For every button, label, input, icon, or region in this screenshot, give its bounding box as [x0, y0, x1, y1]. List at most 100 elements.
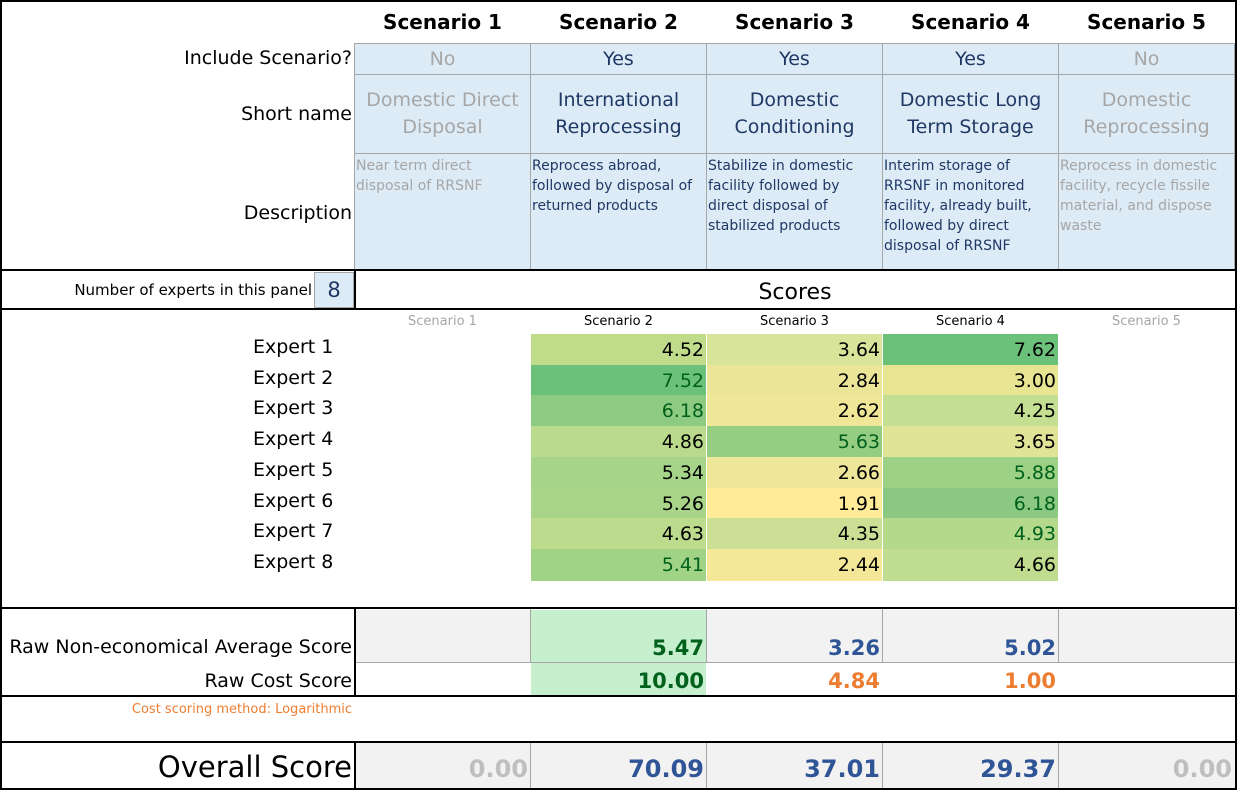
- border: [354, 607, 356, 697]
- border: [0, 269, 1237, 271]
- scores-header-scenario-4: Scenario 4: [936, 314, 1005, 329]
- header-scenario-4: Scenario 4: [911, 10, 1030, 34]
- include-label: Include Scenario?: [184, 47, 352, 69]
- header-scenario-3: Scenario 3: [735, 10, 854, 34]
- description-scenario-4[interactable]: Interim storage of RRSNF in monitored fa…: [882, 153, 1059, 270]
- header-scenario-2: Scenario 2: [559, 10, 678, 34]
- overall-scenario-3: 37.01: [804, 755, 880, 783]
- border: [0, 0, 2, 790]
- expert-label: Expert 5: [253, 459, 334, 481]
- expert-score-cell: 2.44: [707, 549, 882, 581]
- border: [0, 695, 1237, 697]
- short-name-scenario-4[interactable]: Domestic Long Term Storage: [882, 74, 1059, 154]
- expert-score-cell: 5.88: [883, 457, 1058, 489]
- overall-scenario-1: 0.00: [468, 755, 528, 783]
- expert-label: Expert 6: [253, 490, 334, 512]
- scores-title: Scores: [758, 280, 832, 305]
- expert-score-cell: 4.63: [531, 518, 706, 550]
- expert-score-cell: 7.62: [883, 334, 1058, 366]
- expert-score-cell: 4.66: [883, 549, 1058, 581]
- short-name-scenario-1[interactable]: Domestic Direct Disposal: [354, 74, 531, 154]
- raw-cost-scenario-2: 10.00: [637, 669, 704, 693]
- num-experts-label: Number of experts in this panel: [74, 281, 312, 299]
- border: [0, 308, 1237, 310]
- include-scenario-4[interactable]: Yes: [882, 43, 1059, 75]
- cost-method-note: Cost scoring method: Logarithmic: [131, 702, 352, 717]
- divider: [1058, 742, 1059, 790]
- expert-score-cell: 4.86: [531, 426, 706, 458]
- divider: [706, 742, 707, 790]
- short-name-scenario-3[interactable]: Domestic Conditioning: [706, 74, 883, 154]
- num-experts-input[interactable]: 8: [314, 272, 354, 308]
- border: [1235, 0, 1237, 790]
- description-scenario-3[interactable]: Stabilize in domestic facility followed …: [706, 153, 883, 270]
- description-scenario-5[interactable]: Reprocess in domestic facility, recycle …: [1058, 153, 1235, 270]
- expert-score-cell: 2.62: [707, 395, 882, 427]
- raw-cost-highlight: [531, 663, 706, 695]
- divider: [1058, 609, 1059, 663]
- description-scenario-2[interactable]: Reprocess abroad, followed by disposal o…: [530, 153, 707, 270]
- border: [354, 741, 356, 790]
- expert-score-cell: 2.66: [707, 457, 882, 489]
- description-label: Description: [243, 202, 352, 224]
- overall-scenario-5: 0.00: [1172, 755, 1232, 783]
- include-scenario-3[interactable]: Yes: [706, 43, 883, 75]
- raw-cost-label: Raw Cost Score: [204, 670, 352, 692]
- raw-non-econ-label: Raw Non-economical Average Score: [9, 636, 352, 658]
- border: [0, 741, 1237, 743]
- divider: [882, 742, 883, 790]
- short-name-scenario-2[interactable]: International Reprocessing: [530, 74, 707, 154]
- expert-label: Expert 1: [253, 336, 334, 358]
- overall-scenario-2: 70.09: [628, 755, 704, 783]
- overall-row-fill: [355, 743, 1235, 789]
- raw-cost-scenario-3: 4.84: [828, 669, 880, 693]
- raw-non-econ-highlight: [531, 610, 706, 662]
- divider: [530, 609, 531, 663]
- scores-header-scenario-3: Scenario 3: [760, 314, 829, 329]
- short-name-scenario-5[interactable]: Domestic Reprocessing: [1058, 74, 1235, 154]
- header-scenario-1: Scenario 1: [383, 10, 502, 34]
- raw-non-econ-row-fill: [355, 610, 1235, 662]
- expert-label: Expert 8: [253, 551, 334, 573]
- overall-scenario-4: 29.37: [980, 755, 1056, 783]
- expert-score-cell: 3.64: [707, 334, 882, 366]
- expert-score-cell: 5.26: [531, 488, 706, 520]
- expert-score-cell: 3.00: [883, 365, 1058, 397]
- scores-header-scenario-5: Scenario 5: [1112, 314, 1181, 329]
- expert-score-cell: 7.52: [531, 365, 706, 397]
- expert-label: Expert 4: [253, 428, 334, 450]
- expert-score-cell: 2.84: [707, 365, 882, 397]
- scores-header-scenario-2: Scenario 2: [584, 314, 653, 329]
- expert-score-cell: 4.52: [531, 334, 706, 366]
- expert-label: Expert 3: [253, 397, 334, 419]
- expert-score-cell: 4.93: [883, 518, 1058, 550]
- raw-cost-scenario-4: 1.00: [1004, 669, 1056, 693]
- expert-score-cell: 3.65: [883, 426, 1058, 458]
- expert-score-cell: 5.41: [531, 549, 706, 581]
- scores-header-scenario-1: Scenario 1: [408, 314, 477, 329]
- include-scenario-2[interactable]: Yes: [530, 43, 707, 75]
- expert-score-cell: 4.35: [707, 518, 882, 550]
- raw-non-econ-scenario-3: 3.26: [828, 636, 880, 660]
- expert-label: Expert 2: [253, 367, 334, 389]
- raw-non-econ-scenario-4: 5.02: [1004, 636, 1056, 660]
- expert-score-cell: 6.18: [531, 395, 706, 427]
- expert-score-cell: 5.63: [707, 426, 882, 458]
- header-scenario-5: Scenario 5: [1087, 10, 1206, 34]
- expert-score-cell: 4.25: [883, 395, 1058, 427]
- divider: [530, 742, 531, 790]
- divider: [706, 609, 707, 663]
- border: [0, 0, 1237, 2]
- short-name-label: Short name: [241, 103, 352, 125]
- include-scenario-5[interactable]: No: [1058, 43, 1235, 75]
- border: [354, 269, 356, 309]
- expert-label: Expert 7: [253, 520, 334, 542]
- include-scenario-1[interactable]: No: [354, 43, 531, 75]
- expert-score-cell: 6.18: [883, 488, 1058, 520]
- raw-non-econ-scenario-2: 5.47: [652, 636, 704, 660]
- expert-score-cell: 5.34: [531, 457, 706, 489]
- border: [0, 607, 1237, 609]
- divider: [354, 662, 1236, 663]
- description-scenario-1[interactable]: Near term direct disposal of RRSNF: [354, 153, 531, 270]
- overall-label: Overall Score: [157, 750, 352, 784]
